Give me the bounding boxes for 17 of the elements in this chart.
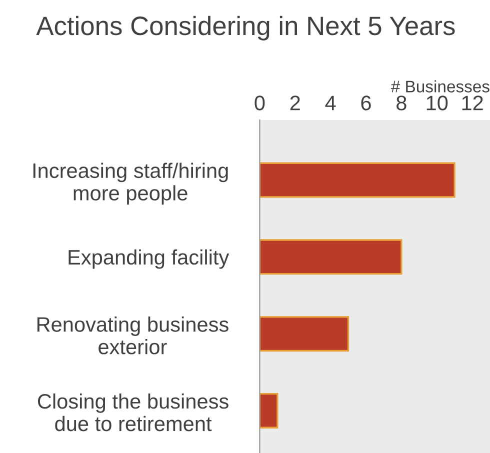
y-tick-label: Expanding facility xyxy=(68,249,230,269)
chart-title: Actions Considering in Next 5 Years xyxy=(36,16,455,40)
bar xyxy=(260,316,350,352)
x-axis-title: # Businesses xyxy=(390,80,490,92)
bar xyxy=(260,239,402,275)
x-tick-label: 4 xyxy=(325,96,336,110)
y-tick-label: Renovating business exterior xyxy=(37,316,228,354)
y-tick-label: Closing the business due to retirement xyxy=(38,393,228,432)
bar xyxy=(260,162,456,198)
bar xyxy=(260,392,278,428)
x-tick-label: 8 xyxy=(396,96,406,110)
y-tick-label: Increasing staff/hiring more people xyxy=(33,162,228,205)
x-tick-label: 0 xyxy=(254,96,265,110)
x-tick-label: 2 xyxy=(290,96,300,110)
x-tick-label: 10 xyxy=(426,96,448,110)
x-tick-label: 12 xyxy=(462,96,483,110)
x-tick-label: 6 xyxy=(361,96,371,110)
